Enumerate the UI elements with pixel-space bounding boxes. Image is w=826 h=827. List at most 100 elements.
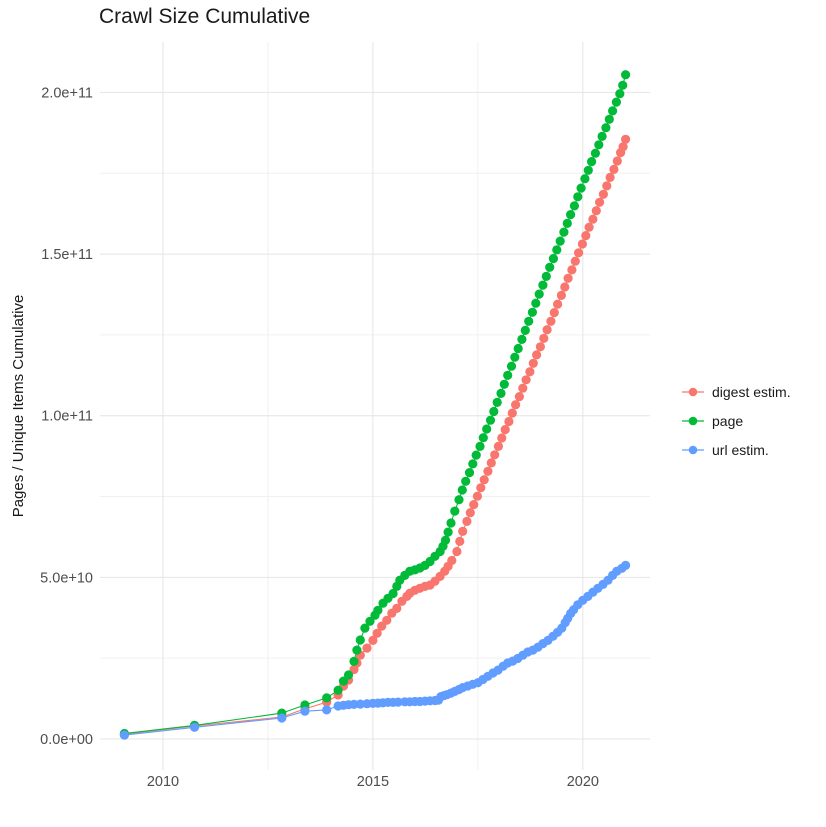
point-page [583, 165, 593, 175]
point-url-estim [119, 730, 129, 740]
point-page [611, 97, 622, 107]
y-tick-label: 0.0e+00 [40, 732, 93, 748]
point-url-estim [393, 697, 403, 707]
legend-key-dot [688, 445, 698, 454]
point-digest-estim [612, 156, 622, 166]
point-page [461, 476, 471, 486]
point-digest-estim [621, 134, 631, 144]
point-page [597, 131, 607, 141]
point-page [604, 114, 614, 124]
point-digest-estim [500, 425, 510, 435]
point-digest-estim [539, 333, 549, 343]
point-digest-estim [518, 383, 528, 393]
x-tick-label: 2020 [567, 774, 599, 790]
point-page [355, 635, 365, 645]
point-page [373, 605, 383, 615]
point-page [618, 80, 628, 90]
point-page [513, 343, 523, 354]
point-page [552, 245, 562, 255]
point-digest-estim [458, 526, 468, 537]
point-digest-estim [532, 350, 542, 360]
x-tick-label: 2015 [357, 774, 389, 790]
point-digest-estim [549, 308, 559, 318]
point-page [333, 685, 343, 695]
point-page [464, 468, 475, 478]
series-points [119, 70, 631, 740]
major-gridlines [100, 42, 650, 770]
legend-label: url estim. [712, 441, 769, 458]
point-page [450, 506, 460, 516]
line-digest-estim [124, 139, 627, 735]
point-page [343, 670, 354, 680]
legend: digest estim. page url estim. [681, 377, 791, 464]
point-page [524, 316, 534, 326]
point-page [482, 424, 492, 434]
point-digest-estim [490, 450, 500, 460]
minor-gridlines [100, 42, 650, 770]
point-digest-estim [514, 392, 525, 402]
point-page [496, 388, 506, 398]
point-page [545, 262, 555, 272]
point-page [478, 433, 488, 443]
point-digest-estim [560, 282, 570, 292]
point-digest-estim [581, 231, 591, 241]
point-digest-estim [556, 290, 567, 300]
point-page [608, 106, 618, 116]
point-page [499, 379, 509, 389]
point-url-estim [355, 699, 365, 709]
legend-item-url-estim: url estim. [681, 435, 791, 464]
legend-key-icon [682, 387, 704, 396]
point-page [569, 201, 580, 211]
point-digest-estim [472, 491, 482, 501]
y-tick-label: 1.5e+11 [41, 247, 93, 263]
point-digest-estim [469, 500, 479, 510]
point-page [471, 450, 481, 460]
legend-label: digest estim. [712, 383, 791, 400]
point-url-estim [189, 722, 200, 732]
point-digest-estim [609, 164, 619, 174]
points-url-estim [119, 560, 631, 740]
point-digest-estim [521, 375, 531, 385]
legend-key-dot [688, 416, 698, 425]
point-digest-estim [598, 189, 609, 199]
point-page [562, 218, 572, 228]
point-digest-estim [525, 367, 535, 377]
point-url-estim [621, 560, 631, 571]
point-digest-estim [462, 516, 472, 527]
legend-key-icon [682, 416, 704, 425]
point-page [489, 406, 499, 417]
point-page [365, 616, 375, 626]
point-url-estim [300, 706, 310, 716]
point-digest-estim [486, 458, 496, 468]
point-digest-estim [553, 299, 563, 309]
chart-title: Crawl Size Cumulative [99, 5, 311, 28]
point-page [352, 645, 362, 655]
point-page [503, 370, 513, 380]
point-page [601, 123, 611, 133]
point-digest-estim [584, 222, 594, 232]
point-digest-estim [504, 416, 514, 427]
point-digest-estim [362, 643, 372, 653]
point-digest-estim [507, 408, 517, 418]
point-page [517, 334, 527, 344]
point-digest-estim [479, 475, 489, 485]
points-digest-estim [119, 134, 631, 739]
point-digest-estim [546, 316, 556, 326]
point-digest-estim [476, 483, 486, 493]
legend-label: page [712, 412, 744, 429]
point-page [587, 157, 597, 167]
point-digest-estim [372, 628, 382, 638]
point-page [527, 307, 538, 317]
point-page [576, 183, 586, 193]
point-digest-estim [618, 142, 628, 152]
point-page [534, 289, 544, 299]
point-page [594, 140, 604, 150]
point-digest-estim [542, 325, 552, 335]
point-page [573, 192, 583, 202]
point-digest-estim [605, 172, 615, 182]
point-digest-estim [591, 206, 601, 216]
point-page [541, 271, 551, 281]
point-page [566, 210, 576, 220]
